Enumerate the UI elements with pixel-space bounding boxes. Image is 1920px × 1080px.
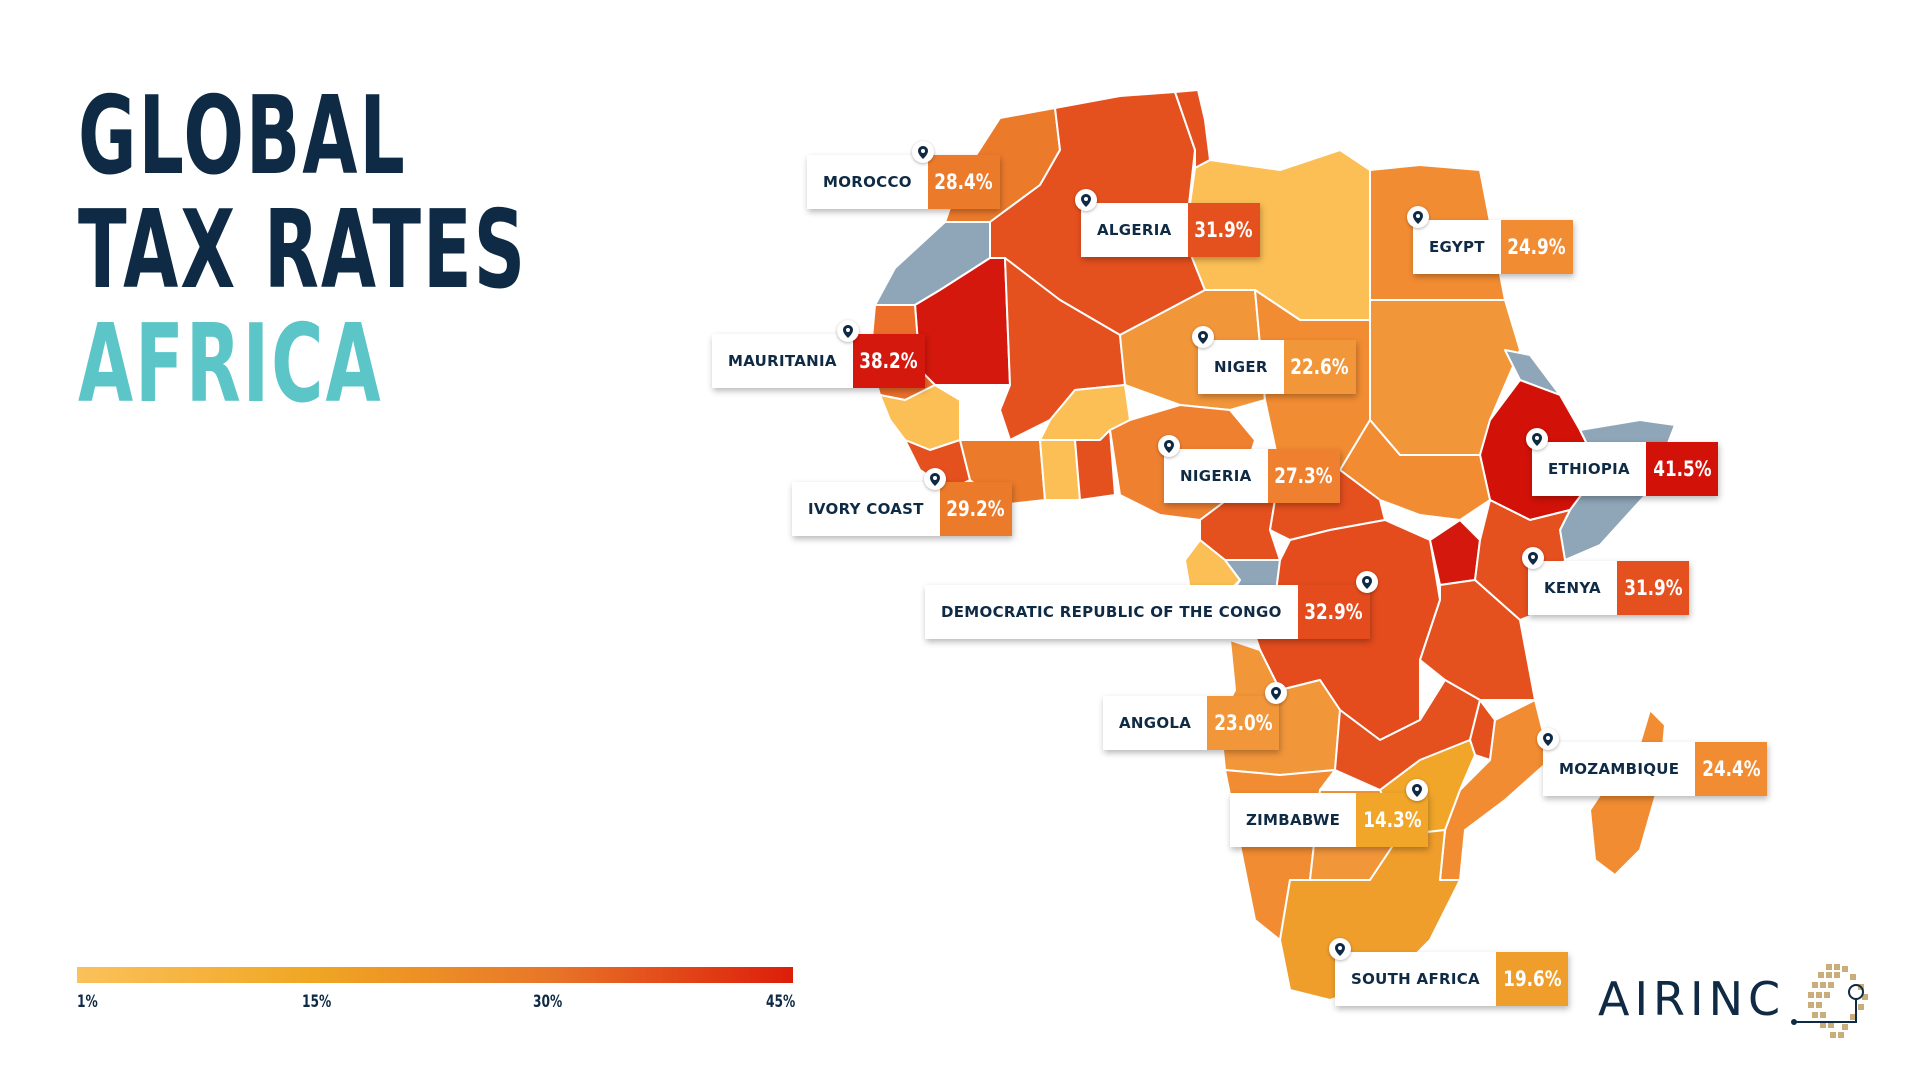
callout-rate: 24.4% <box>1695 742 1768 796</box>
title-line-1: GLOBAL <box>78 74 407 199</box>
callout-rate: 29.2% <box>939 482 1012 536</box>
callout-country: MOROCCO <box>823 173 912 191</box>
callout-country: DEMOCRATIC REPUBLIC OF THE CONGO <box>941 603 1282 621</box>
legend-tick-15: 15% <box>302 992 332 1012</box>
map-pin-icon[interactable] <box>1407 206 1429 228</box>
map-pin-icon[interactable] <box>1537 728 1559 750</box>
map-pin-icon[interactable] <box>1329 938 1351 960</box>
callout-country: ETHIOPIA <box>1548 460 1630 478</box>
map-pin-icon[interactable] <box>1406 779 1429 801</box>
map-pin-icon[interactable] <box>1522 547 1544 569</box>
callout-rate: 31.9% <box>1616 561 1689 615</box>
airinc-logo: AIRINC <box>1598 964 1888 1044</box>
callout-country: MAURITANIA <box>728 352 837 370</box>
title-line-2: TAX RATES <box>78 188 528 313</box>
map-pin-icon[interactable] <box>1265 682 1288 704</box>
callout-country: NIGERIA <box>1180 467 1252 485</box>
callout-rate: 38.2% <box>852 334 925 388</box>
callout-ivory-coast: IVORY COAST 29.2% <box>792 468 1012 536</box>
callout-kenya: KENYA 31.9% <box>1522 547 1689 615</box>
globe-icon <box>1791 964 1868 1038</box>
callout-rate: 27.3% <box>1267 449 1340 503</box>
callout-rate: 23.0% <box>1207 696 1280 750</box>
page-title: GLOBAL TAX RATES AFRICA <box>78 80 527 422</box>
map-pin-icon[interactable] <box>923 468 946 490</box>
callout-nigeria: NIGERIA 27.3% <box>1158 435 1340 503</box>
callout-rate: 28.4% <box>927 155 1000 209</box>
region-ghana <box>1039 439 1081 501</box>
callout-rate: 32.9% <box>1297 585 1370 639</box>
legend-tick-30: 30% <box>533 992 563 1012</box>
map-pin-icon[interactable] <box>1355 571 1378 593</box>
callout-rate: 31.9% <box>1187 203 1260 257</box>
callout-country: ZIMBABWE <box>1246 811 1341 829</box>
map-pin-icon[interactable] <box>1075 189 1097 211</box>
callout-algeria: ALGERIA 31.9% <box>1075 189 1260 257</box>
title-line-3: AFRICA <box>78 302 383 427</box>
legend-tick-45: 45% <box>766 992 796 1012</box>
callout-mauritania: MAURITANIA 38.2% <box>712 320 925 388</box>
callout-morocco: MOROCCO 28.4% <box>807 141 1000 209</box>
map-pin-icon[interactable] <box>1526 428 1548 450</box>
map-pin-icon[interactable] <box>911 141 934 163</box>
callout-mozambique: MOZAMBIQUE 24.4% <box>1537 728 1768 796</box>
callout-angola: ANGOLA 23.0% <box>1103 682 1288 750</box>
callout-country: MOZAMBIQUE <box>1559 760 1680 778</box>
callout-country: ALGERIA <box>1097 221 1172 239</box>
callout-rate: 19.6% <box>1495 952 1568 1006</box>
region-togo-benin <box>1074 429 1116 501</box>
region-malawi <box>1469 699 1496 761</box>
callout-country: ANGOLA <box>1119 714 1192 732</box>
callout-country: KENYA <box>1544 579 1601 597</box>
callout-dr-congo: DEMOCRATIC REPUBLIC OF THE CONGO 32.9% <box>925 571 1378 639</box>
callout-country: IVORY COAST <box>808 500 924 518</box>
map-pin-icon[interactable] <box>1158 435 1180 457</box>
callout-niger: NIGER 22.6% <box>1192 326 1356 394</box>
region-uganda <box>1429 519 1481 586</box>
callout-rate: 22.6% <box>1283 340 1356 394</box>
callout-ethiopia: ETHIOPIA 41.5% <box>1526 428 1718 496</box>
callout-rate: 41.5% <box>1645 442 1718 496</box>
map-pin-icon[interactable] <box>836 320 859 342</box>
callout-south-africa: SOUTH AFRICA 19.6% <box>1329 938 1568 1006</box>
callout-rate: 24.9% <box>1500 220 1573 274</box>
callout-zimbabwe: ZIMBABWE 14.3% <box>1230 779 1429 847</box>
callout-rate: 14.3% <box>1356 793 1429 847</box>
callout-country: NIGER <box>1214 358 1268 376</box>
map-pin-icon[interactable] <box>1192 326 1214 348</box>
callout-country: SOUTH AFRICA <box>1351 970 1480 988</box>
legend-tick-1: 1% <box>77 992 98 1012</box>
logo-text: AIRINC <box>1598 972 1786 1026</box>
callout-country: EGYPT <box>1429 238 1485 256</box>
region-south-africa <box>1279 829 1461 1001</box>
legend-color-scale <box>77 967 793 983</box>
callout-egypt: EGYPT 24.9% <box>1407 206 1573 274</box>
